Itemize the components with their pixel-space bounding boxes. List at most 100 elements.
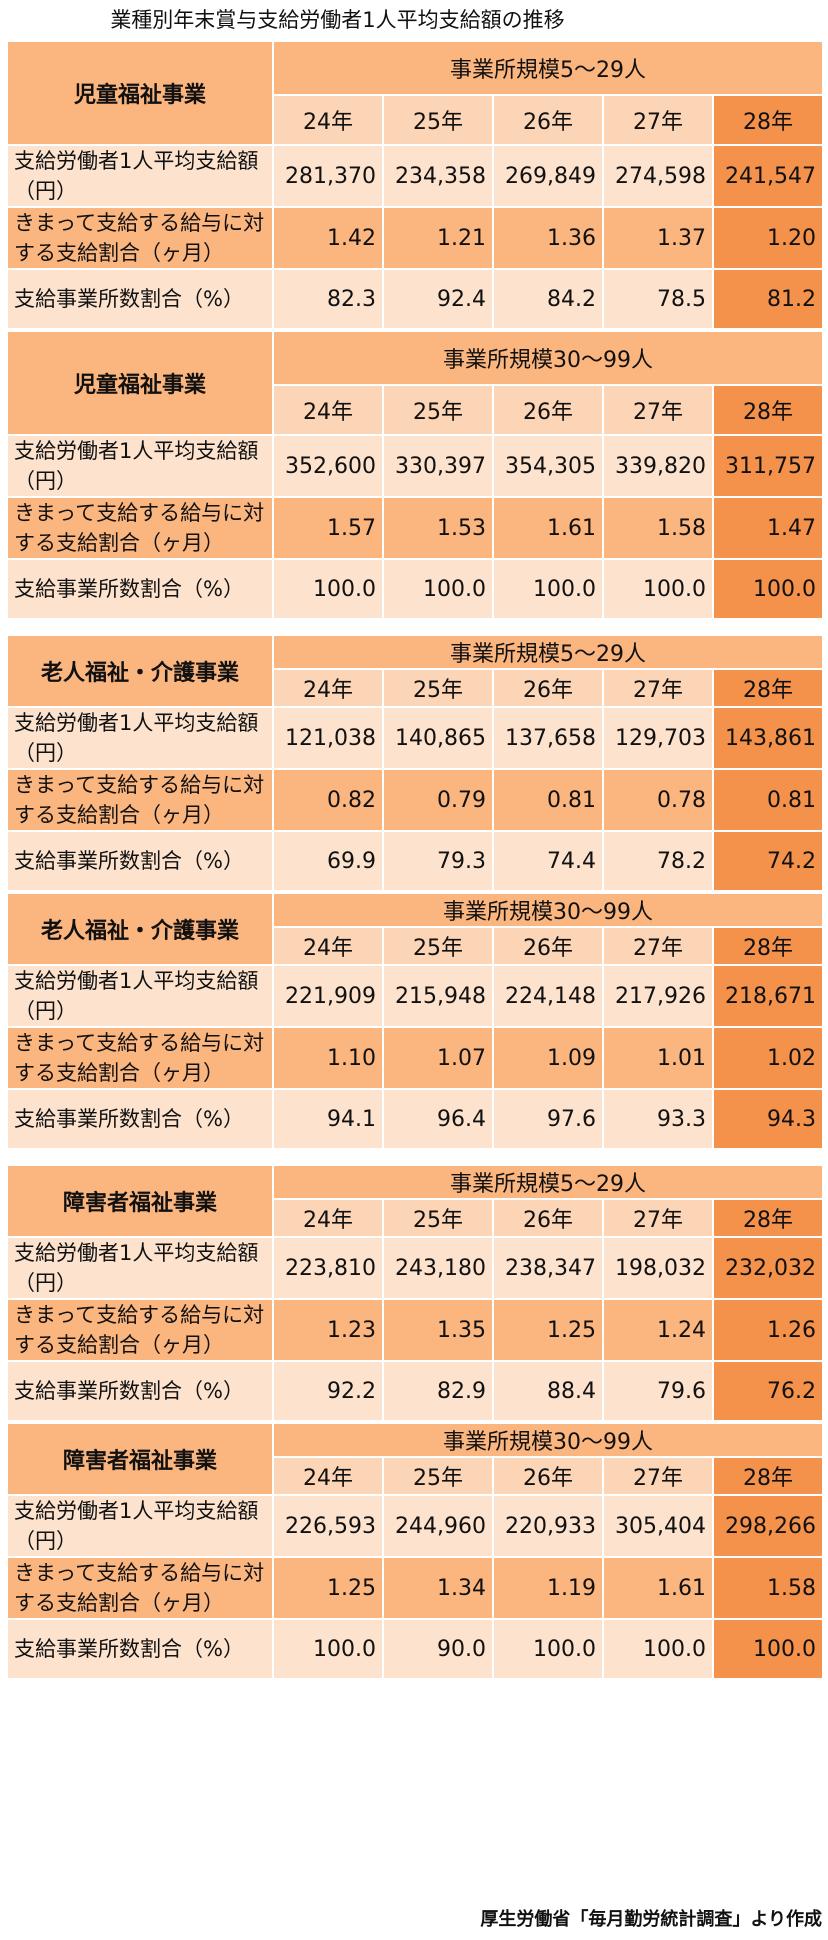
year-header: 26年 (492, 926, 604, 966)
value-cell: 74.2 (712, 830, 824, 892)
value-cell: 215,948 (382, 964, 494, 1028)
page-title: 業種別年末賞与支給労働者1人平均支給額の推移 (110, 8, 565, 32)
value-cell: 76.2 (712, 1360, 824, 1422)
value-cell: 339,820 (602, 434, 714, 498)
value-cell: 100.0 (711, 1618, 825, 1680)
size-label: 事業所規模30～99人 (271, 892, 825, 928)
avg-payment-row: 支給労働者1人平均支給額（円） 281,370 234,358 269,849 274,… (6, 144, 824, 208)
payment-ratio-row: きまって支給する給与に対する支給割合（ヶ月） 1.57 1.53 1.61 1.58 1.… (6, 496, 825, 560)
year-header: 25年 (382, 94, 494, 146)
year-header: 25年 (382, 384, 494, 436)
table-block-4: 老人福祉・介護事業 事業所規模30～99人 24年 25年 26年 27年 28年 支給労働者… (6, 892, 825, 1150)
row-label: きまって支給する給与に対する支給割合（ヶ月） (6, 496, 274, 560)
value-cell: 100.0 (602, 1618, 714, 1680)
value-cell: 1.53 (382, 496, 494, 560)
size-label: 事業所規模30～99人 (271, 1422, 825, 1458)
value-cell: 226,593 (272, 1494, 384, 1558)
category-label: 障害者福祉事業 (6, 1422, 274, 1496)
value-cell: 1.24 (602, 1298, 714, 1362)
row-label: 支給事業所数割合（%） (6, 1618, 274, 1680)
row-label: 支給労働者1人平均支給額（円） (6, 1494, 274, 1558)
year-header: 28年 (712, 668, 824, 708)
value-cell: 143,861 (712, 706, 824, 770)
value-cell: 1.09 (492, 1026, 604, 1090)
value-cell: 243,180 (382, 1236, 494, 1300)
value-cell: 0.79 (382, 768, 494, 832)
value-cell: 79.6 (602, 1360, 714, 1422)
value-cell: 100.0 (272, 1618, 384, 1680)
value-cell: 1.34 (382, 1556, 494, 1620)
row-label: 支給労働者1人平均支給額（円） (6, 1236, 274, 1300)
year-header: 24年 (272, 94, 384, 146)
value-cell: 129,703 (602, 706, 714, 770)
establishment-ratio-row: 支給事業所数割合（%） 100.0 100.0 100.0 100.0 100.0 (6, 558, 825, 620)
category-label: 児童福祉事業 (6, 330, 274, 436)
value-cell: 137,658 (492, 706, 604, 770)
value-cell: 0.81 (712, 768, 824, 832)
value-cell: 79.3 (382, 830, 494, 892)
payment-ratio-row: きまって支給する給与に対する支給割合（ヶ月） 1.25 1.34 1.19 1.61 1.… (6, 1556, 825, 1620)
value-cell: 1.25 (272, 1556, 384, 1620)
establishment-ratio-row: 支給事業所数割合（%） 100.0 90.0 100.0 100.0 100.0 (6, 1618, 825, 1680)
value-cell: 311,757 (711, 434, 825, 498)
value-cell: 220,933 (492, 1494, 604, 1558)
year-header: 24年 (272, 384, 384, 436)
value-cell: 100.0 (602, 558, 714, 620)
year-header: 26年 (492, 668, 604, 708)
value-cell: 1.10 (272, 1026, 384, 1090)
row-label: きまって支給する給与に対する支給割合（ヶ月） (6, 1026, 274, 1090)
value-cell: 241,547 (712, 144, 824, 208)
value-cell: 1.20 (712, 206, 824, 270)
year-header: 26年 (492, 384, 604, 436)
table-block-5: 障害者福祉事業 事業所規模5～29人 24年 25年 26年 27年 28年 支給労働者1人平… (6, 1164, 824, 1422)
value-cell: 221,909 (272, 964, 384, 1028)
value-cell: 82.3 (272, 268, 384, 330)
value-cell: 1.58 (711, 1556, 825, 1620)
establishment-ratio-row: 支給事業所数割合（%） 94.1 96.4 97.6 93.3 94.3 (6, 1088, 825, 1150)
row-label: 支給労働者1人平均支給額（円） (6, 964, 274, 1028)
year-header: 24年 (272, 1198, 384, 1238)
size-label: 事業所規模5～29人 (272, 634, 824, 670)
value-cell: 198,032 (602, 1236, 714, 1300)
value-cell: 1.35 (382, 1298, 494, 1362)
value-cell: 0.82 (272, 768, 384, 832)
payment-ratio-row: きまって支給する給与に対する支給割合（ヶ月） 1.10 1.07 1.09 1.01 1.… (6, 1026, 825, 1090)
value-cell: 100.0 (272, 558, 384, 620)
value-cell: 81.2 (712, 268, 824, 330)
establishment-ratio-row: 支給事業所数割合（%） 82.3 92.4 84.2 78.5 81.2 (6, 268, 824, 330)
table-block-2: 児童福祉事業 事業所規模30～99人 24年 25年 26年 27年 28年 支給労働者1人平… (6, 330, 825, 620)
year-header: 28年 (712, 94, 824, 146)
value-cell: 224,148 (492, 964, 604, 1028)
row-label: 支給労働者1人平均支給額（円） (6, 706, 274, 770)
value-cell: 1.61 (492, 496, 604, 560)
value-cell: 0.81 (492, 768, 604, 832)
row-label: 支給労働者1人平均支給額（円） (6, 144, 274, 208)
value-cell: 1.26 (712, 1298, 824, 1362)
value-cell: 96.4 (382, 1088, 494, 1150)
row-label: 支給事業所数割合（%） (6, 1360, 274, 1422)
year-header: 28年 (711, 926, 825, 966)
value-cell: 100.0 (492, 558, 604, 620)
value-cell: 121,038 (272, 706, 384, 770)
value-cell: 0.78 (602, 768, 714, 832)
value-cell: 1.02 (711, 1026, 825, 1090)
value-cell: 1.23 (272, 1298, 384, 1362)
row-label: きまって支給する給与に対する支給割合（ヶ月） (6, 768, 274, 832)
row-label: きまって支給する給与に対する支給割合（ヶ月） (6, 1556, 274, 1620)
year-header: 27年 (602, 384, 714, 436)
value-cell: 94.3 (711, 1088, 825, 1150)
row-label: きまって支給する給与に対する支給割合（ヶ月） (6, 206, 274, 270)
value-cell: 97.6 (492, 1088, 604, 1150)
year-header: 24年 (272, 668, 384, 708)
value-cell: 1.58 (602, 496, 714, 560)
establishment-ratio-row: 支給事業所数割合（%） 69.9 79.3 74.4 78.2 74.2 (6, 830, 824, 892)
value-cell: 1.01 (602, 1026, 714, 1090)
avg-payment-row: 支給労働者1人平均支給額（円） 223,810 243,180 238,347 198,… (6, 1236, 824, 1300)
value-cell: 281,370 (272, 144, 384, 208)
value-cell: 88.4 (492, 1360, 604, 1422)
year-header: 28年 (711, 384, 825, 436)
value-cell: 1.47 (711, 496, 825, 560)
value-cell: 100.0 (492, 1618, 604, 1680)
value-cell: 92.2 (272, 1360, 384, 1422)
year-header: 26年 (492, 1198, 604, 1238)
